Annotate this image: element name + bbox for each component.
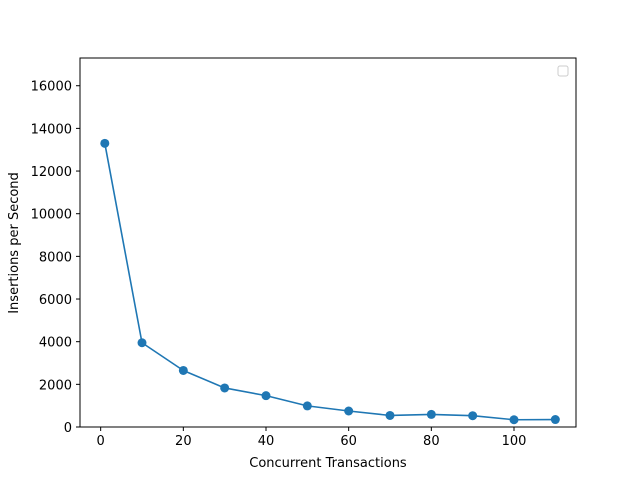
- y-tick-label: 6000: [39, 293, 72, 308]
- data-point: [344, 406, 354, 416]
- data-point: [261, 391, 271, 401]
- y-axis-ticks: 0 2000 4000 6000 8000 10000 12000 14000 16000: [31, 80, 80, 436]
- x-tick-label: 40: [258, 434, 275, 449]
- y-tick-label: 0: [64, 421, 72, 436]
- data-point: [385, 410, 395, 420]
- x-tick-label: 60: [340, 434, 357, 449]
- data-point: [220, 383, 230, 393]
- data-point: [468, 411, 478, 421]
- y-tick-label: 2000: [39, 378, 72, 393]
- y-tick-label: 10000: [31, 208, 72, 223]
- legend-box: [557, 65, 569, 77]
- x-tick-label: 80: [423, 434, 440, 449]
- data-point: [137, 338, 147, 348]
- x-axis-ticks: 0 20 40 60 80 100: [97, 427, 527, 449]
- y-tick-label: 12000: [31, 165, 72, 180]
- data-point: [509, 415, 519, 425]
- x-tick-label: 0: [97, 434, 105, 449]
- data-point: [302, 401, 312, 411]
- y-tick-label: 14000: [31, 122, 72, 137]
- x-axis-label: Concurrent Transactions: [249, 456, 407, 471]
- plot-area-frame: [79, 57, 577, 428]
- series-line: [104, 143, 556, 421]
- data-point: [550, 415, 560, 425]
- data-point: [178, 365, 188, 375]
- series-layer: [100, 138, 560, 425]
- x-tick-label: 100: [502, 434, 527, 449]
- data-point: [426, 409, 436, 419]
- y-tick-label: 16000: [31, 80, 72, 95]
- x-tick-label: 20: [175, 434, 192, 449]
- data-point: [100, 138, 110, 148]
- y-tick-label: 4000: [39, 336, 72, 351]
- y-axis-label: Insertions per Second: [7, 172, 22, 314]
- y-tick-label: 8000: [39, 250, 72, 265]
